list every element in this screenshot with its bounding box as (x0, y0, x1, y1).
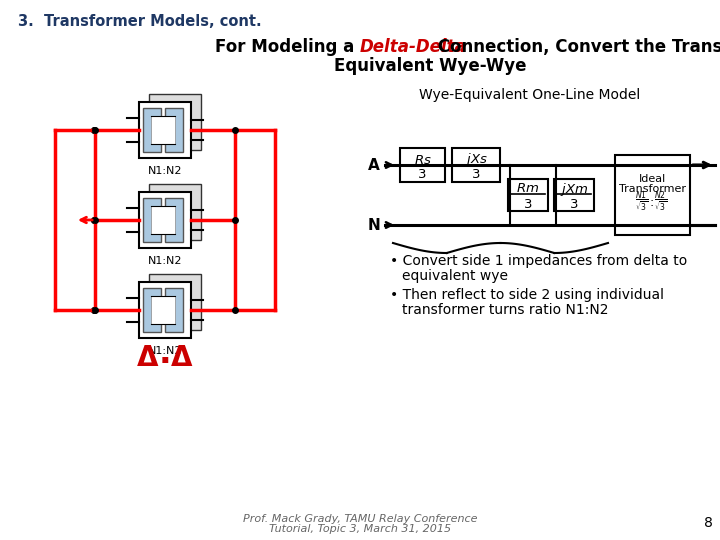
FancyBboxPatch shape (165, 198, 183, 242)
FancyBboxPatch shape (143, 288, 161, 332)
Text: $\it{Rm}$: $\it{Rm}$ (516, 183, 539, 195)
FancyBboxPatch shape (151, 116, 175, 144)
Text: $\frac{N1}{\sqrt{3}}$: $\frac{N1}{\sqrt{3}}$ (635, 190, 649, 214)
Text: Prof. Mack Grady, TAMU Relay Conference: Prof. Mack Grady, TAMU Relay Conference (243, 514, 477, 524)
Text: Δ: Δ (138, 344, 158, 372)
FancyBboxPatch shape (149, 274, 201, 330)
FancyBboxPatch shape (452, 148, 500, 182)
Text: transformer turns ratio N1:N2: transformer turns ratio N1:N2 (402, 303, 608, 317)
Text: N: N (367, 218, 380, 233)
Text: 3: 3 (418, 168, 427, 181)
Text: Delta-Delta: Delta-Delta (360, 38, 467, 56)
Text: ·: · (158, 346, 171, 379)
FancyBboxPatch shape (143, 108, 161, 152)
Text: 3: 3 (570, 199, 578, 212)
Text: Equivalent Wye-Wye: Equivalent Wye-Wye (334, 57, 526, 75)
Text: 3: 3 (472, 168, 480, 181)
FancyBboxPatch shape (165, 288, 183, 332)
FancyBboxPatch shape (165, 108, 183, 152)
Text: A: A (368, 158, 380, 172)
FancyBboxPatch shape (508, 179, 548, 211)
Text: Tutorial, Topic 3, March 31, 2015: Tutorial, Topic 3, March 31, 2015 (269, 524, 451, 534)
FancyBboxPatch shape (554, 179, 594, 211)
Text: N1:N2: N1:N2 (148, 166, 182, 176)
Text: $:$: $:$ (647, 195, 654, 208)
Text: Wye-Equivalent One-Line Model: Wye-Equivalent One-Line Model (419, 88, 641, 102)
FancyBboxPatch shape (151, 206, 175, 234)
Text: • Then reflect to side 2 using individual: • Then reflect to side 2 using individua… (390, 288, 664, 302)
FancyBboxPatch shape (139, 282, 191, 338)
Text: 3.  Transformer Models, cont.: 3. Transformer Models, cont. (18, 14, 261, 29)
FancyBboxPatch shape (143, 198, 161, 242)
FancyBboxPatch shape (139, 192, 191, 248)
Text: $\it{Rs}$: $\it{Rs}$ (413, 153, 431, 166)
Text: • Convert side 1 impedances from delta to: • Convert side 1 impedances from delta t… (390, 254, 688, 268)
Text: Δ: Δ (171, 344, 193, 372)
FancyBboxPatch shape (615, 155, 690, 235)
Text: 3: 3 (523, 199, 532, 212)
Text: $\frac{N2}{\sqrt{3}}$: $\frac{N2}{\sqrt{3}}$ (654, 190, 667, 214)
FancyBboxPatch shape (139, 102, 191, 158)
Text: $\it{jXm}$: $\it{jXm}$ (560, 180, 588, 198)
Text: For Modeling a: For Modeling a (215, 38, 360, 56)
Text: equivalent wye: equivalent wye (402, 269, 508, 283)
Text: Connection, Convert the Transformer to: Connection, Convert the Transformer to (432, 38, 720, 56)
FancyBboxPatch shape (400, 148, 445, 182)
Text: $\it{jXs}$: $\it{jXs}$ (464, 152, 487, 168)
Text: N1:N2: N1:N2 (148, 346, 182, 356)
FancyBboxPatch shape (149, 94, 201, 150)
Text: Ideal: Ideal (639, 174, 666, 184)
Text: 8: 8 (703, 516, 712, 530)
Text: N1:N2: N1:N2 (148, 256, 182, 266)
FancyBboxPatch shape (149, 184, 201, 240)
Text: Transformer: Transformer (619, 184, 686, 194)
FancyBboxPatch shape (151, 296, 175, 324)
